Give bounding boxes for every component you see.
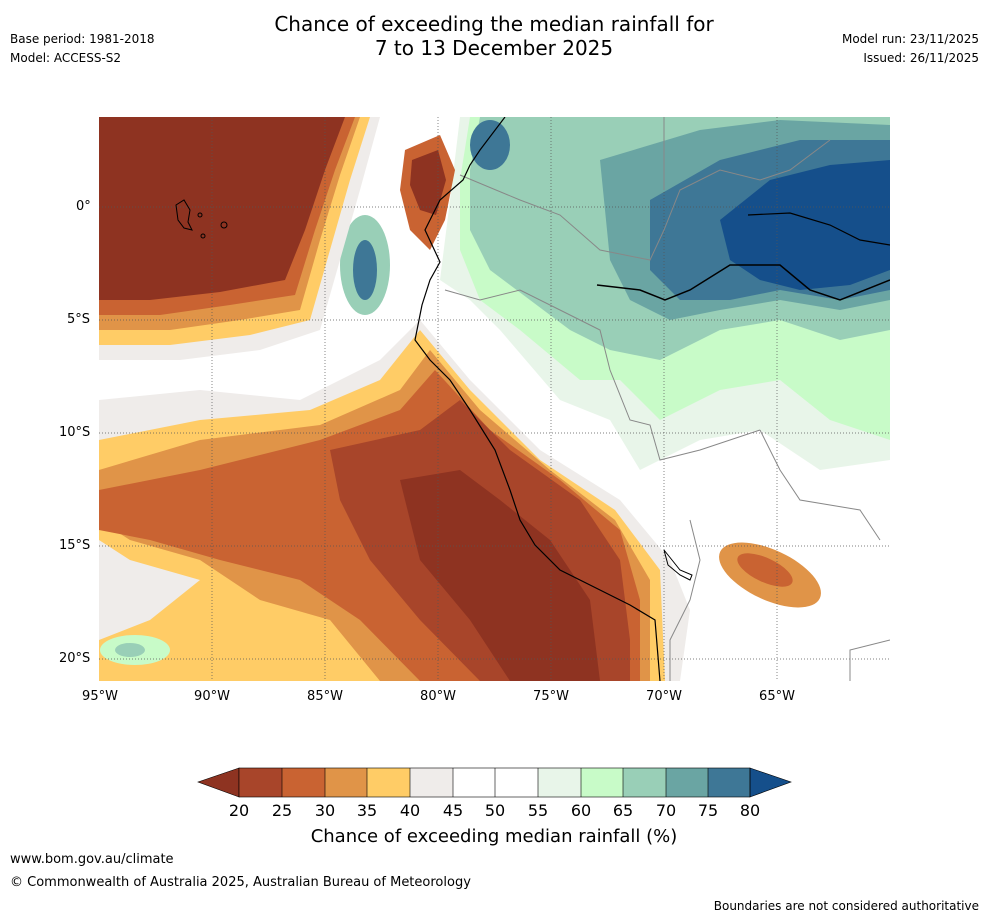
colorbar-arrow-low <box>197 767 240 798</box>
dry-patch-southeast-core <box>737 553 793 587</box>
dry-region-south-core <box>400 470 600 681</box>
map-title-line2: 7 to 13 December 2025 <box>374 36 614 60</box>
colorbar-tick: 25 <box>271 801 293 820</box>
galapagos-islands <box>175 199 228 239</box>
copyright-text: © Commonwealth of Australia 2025, Austra… <box>10 875 471 890</box>
colorbar-tick: 55 <box>527 801 549 820</box>
colorbar-bin <box>410 768 453 797</box>
wet-region-80 <box>720 160 890 290</box>
dry-region-nw-20 <box>99 117 345 300</box>
map-field <box>99 117 890 681</box>
colorbar-tick: 40 <box>399 801 421 820</box>
lon-label: 95°W <box>82 689 118 704</box>
colorbar-bin <box>666 768 708 797</box>
lon-label: 85°W <box>307 689 343 704</box>
colorbar-bin <box>623 768 666 797</box>
disclaimer-text: Boundaries are not considered authoritat… <box>713 899 979 913</box>
colorbar-tick: 80 <box>739 801 761 820</box>
lon-label: 75°W <box>533 689 569 704</box>
colorbar-tick: 60 <box>570 801 592 820</box>
lake-titicaca <box>663 549 693 581</box>
model-run-text: Model run: 23/11/2025 <box>841 32 979 46</box>
colorbar-bin <box>367 768 410 797</box>
wet-patch-ocean-core <box>353 240 377 300</box>
amazon-river <box>596 264 890 301</box>
model-text: Model: ACCESS-S2 <box>10 51 122 65</box>
issued-text: Issued: 26/11/2025 <box>863 51 979 65</box>
lon-label: 65°W <box>759 689 795 704</box>
lon-label: 80°W <box>420 689 456 704</box>
colorbar-arrow-high <box>749 767 792 798</box>
colorbar-bin <box>581 768 623 797</box>
colorbar-tick: 30 <box>314 801 336 820</box>
lat-label: 5°S <box>67 312 91 327</box>
wet-patch-southwest-core <box>115 643 145 657</box>
country-borders <box>444 117 890 681</box>
lon-label: 90°W <box>194 689 230 704</box>
lat-label: 10°S <box>59 425 91 440</box>
colorbar-bin <box>453 768 495 797</box>
colorbar-label: Chance of exceeding median rainfall (%) <box>310 826 678 847</box>
coastline <box>414 117 661 681</box>
colorbar-bin <box>708 768 750 797</box>
colorbar-tick: 45 <box>442 801 464 820</box>
colorbar-tick: 20 <box>228 801 250 820</box>
dry-coastal-north-core <box>410 150 446 215</box>
colorbar-bin <box>282 768 325 797</box>
gridlines <box>99 117 890 681</box>
colorbar-bin <box>325 768 367 797</box>
lat-label: 20°S <box>59 651 91 666</box>
base-period-text: Base period: 1981-2018 <box>10 32 155 46</box>
colorbar-tick: 65 <box>612 801 634 820</box>
colorbar-bin <box>495 768 538 797</box>
map-title: Chance of exceeding the median rainfall … <box>0 12 988 60</box>
wet-patch-north <box>470 120 510 170</box>
amazon-river-north <box>747 212 890 246</box>
map-title-line1: Chance of exceeding the median rainfall … <box>274 12 714 36</box>
colorbar-tick: 35 <box>356 801 378 820</box>
colorbar-tick: 70 <box>655 801 677 820</box>
lon-label: 70°W <box>646 689 682 704</box>
colorbar-tick: 75 <box>697 801 719 820</box>
colorbar-tick: 50 <box>484 801 506 820</box>
site-url-text: www.bom.gov.au/climate <box>10 852 174 867</box>
lat-label: 0° <box>76 199 91 214</box>
lat-label: 15°S <box>59 538 91 553</box>
colorbar-bin <box>239 768 282 797</box>
colorbar-bin <box>538 768 581 797</box>
